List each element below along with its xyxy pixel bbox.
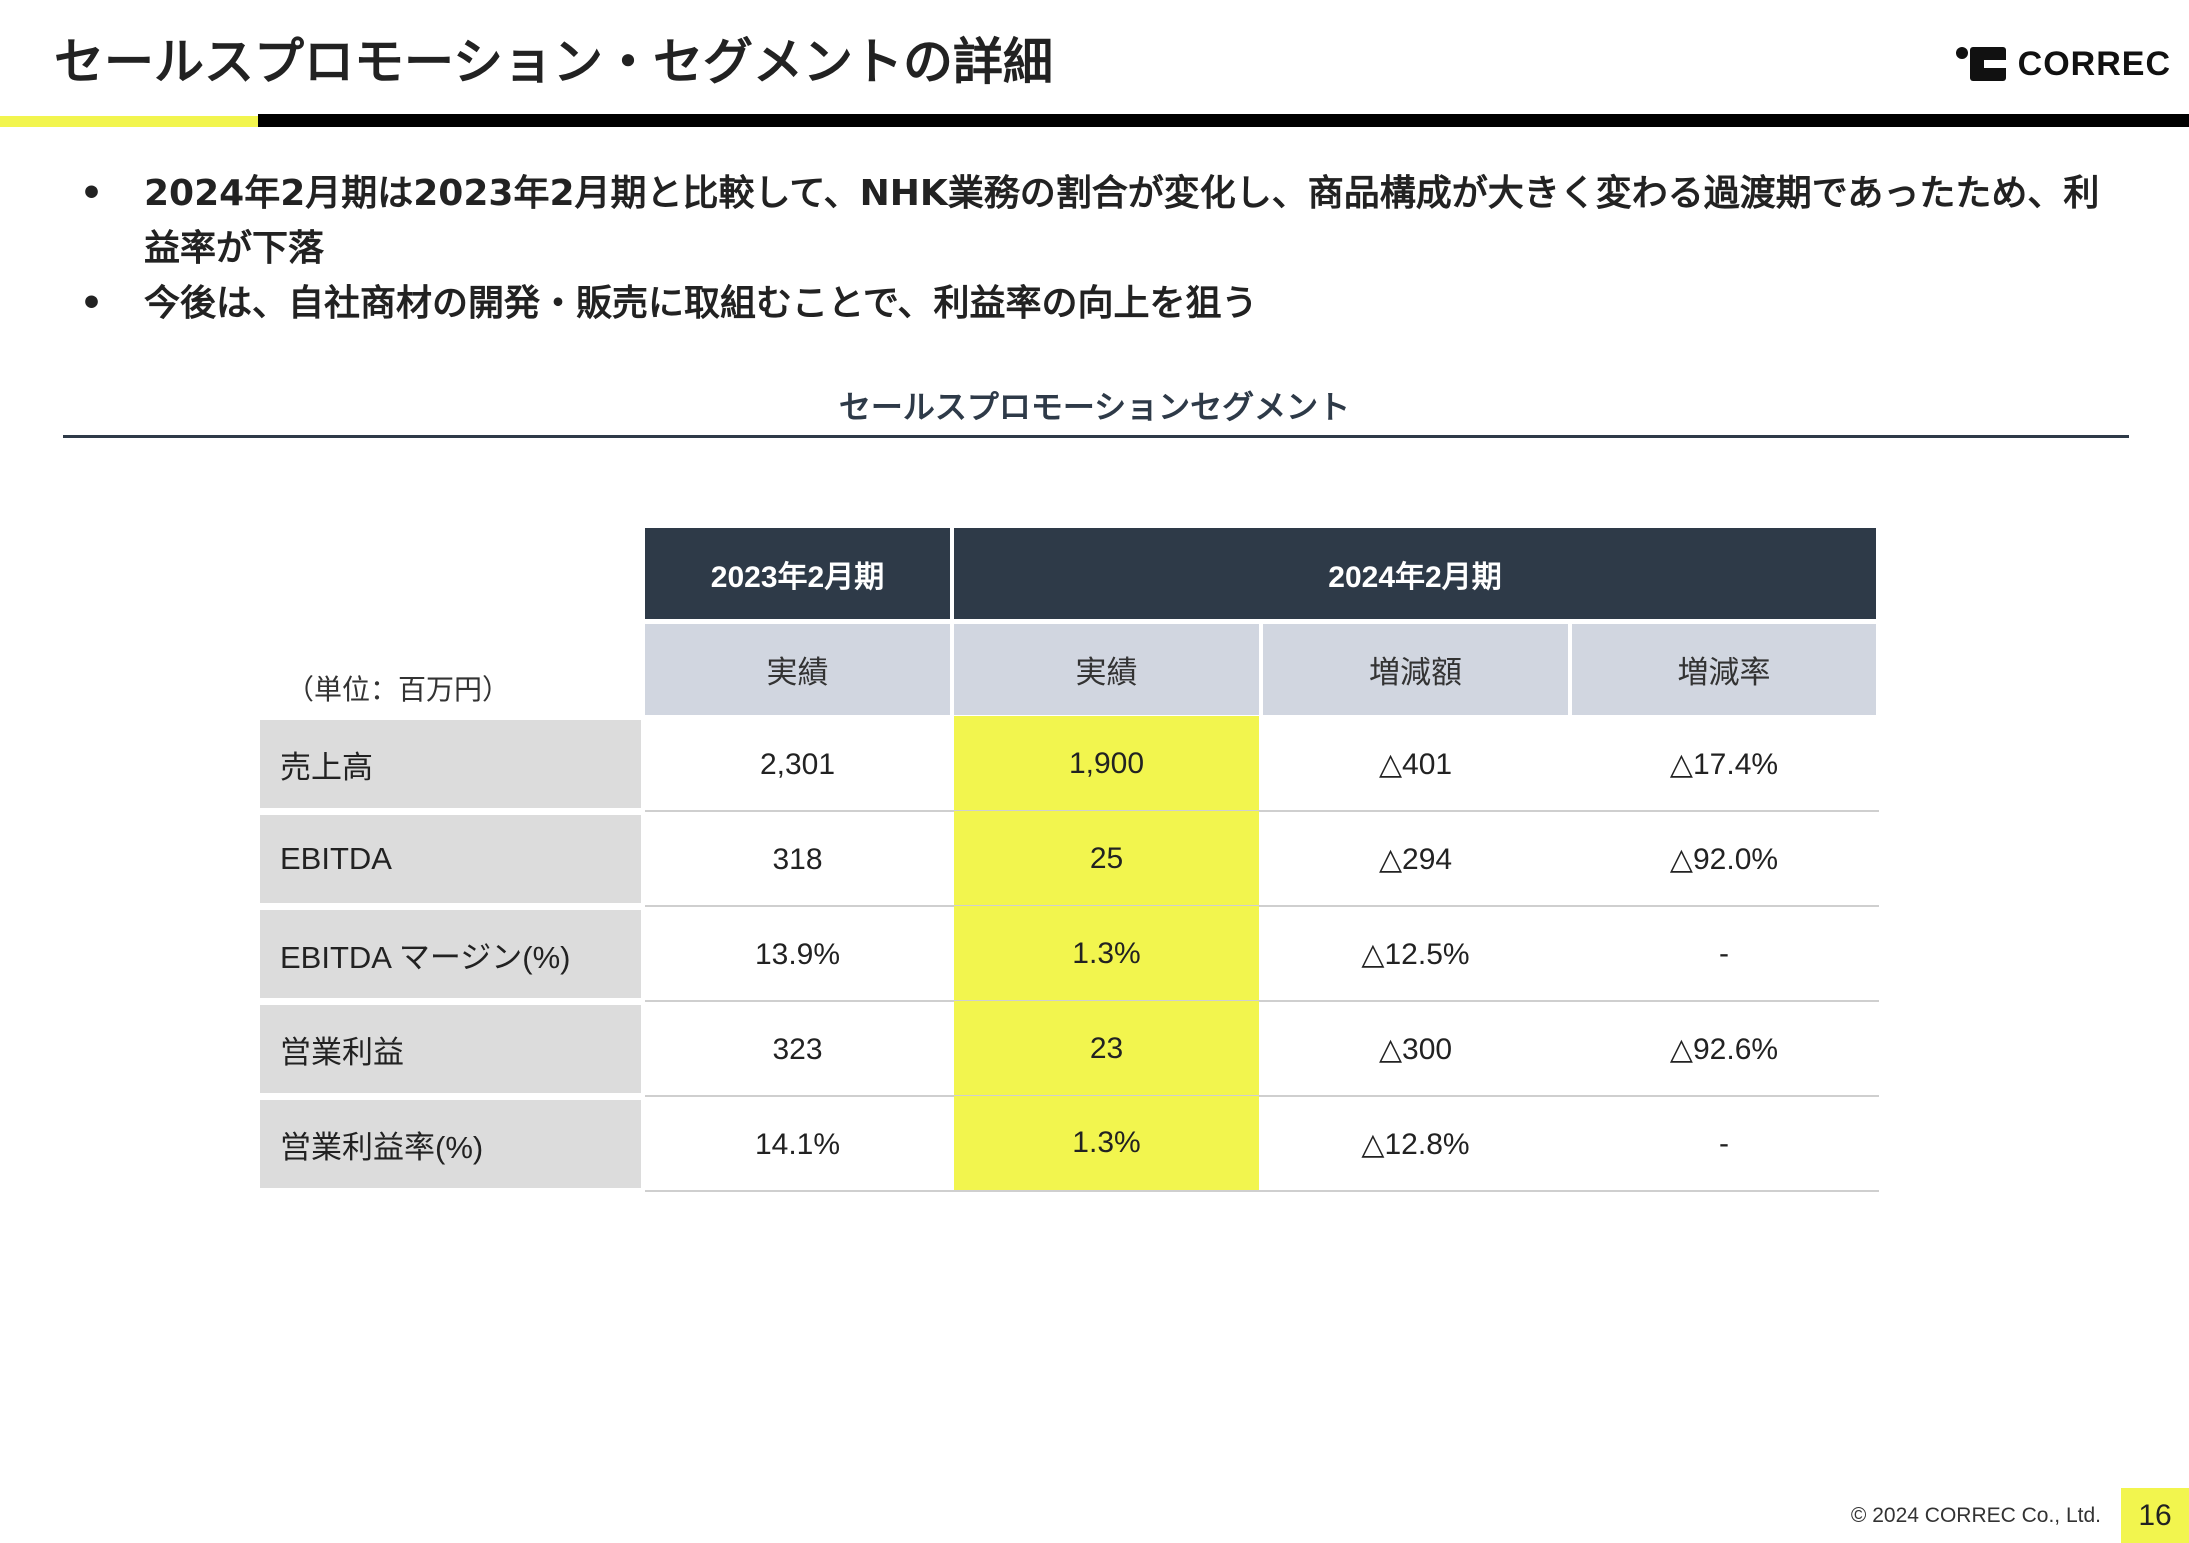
table-cell: - <box>1719 1127 1729 1160</box>
unit-label: （単位：百万円） <box>286 673 511 706</box>
table-cell: 13.9% <box>754 938 841 971</box>
title-underline <box>258 114 2189 127</box>
column-header-change-rate: 増減率 <box>1572 624 1876 715</box>
row-divider <box>645 1190 1879 1192</box>
page-number: 16 <box>2121 1488 2189 1543</box>
table-cell: △92.6% <box>1669 1032 1779 1066</box>
row-divider <box>645 1095 1879 1097</box>
table-cell: △300 <box>1378 1032 1453 1066</box>
column-header-actual-2023: 実績 <box>645 624 950 715</box>
title-accent-bar <box>0 116 258 127</box>
correc-logo-icon <box>1955 47 2006 81</box>
row-divider <box>645 1000 1879 1002</box>
table-cell-highlight: 25 <box>954 811 1259 906</box>
table-cell-highlight: 1,900 <box>954 716 1259 811</box>
page-title: セールスプロモーション・セグメントの詳細 <box>54 33 1053 91</box>
table-cell-highlight: 1.3% <box>954 906 1259 1001</box>
table-cell: △12.8% <box>1361 1127 1470 1161</box>
row-divider <box>645 905 1879 907</box>
bullet-marker: • <box>80 173 104 214</box>
period-header-2023: 2023年2月期 <box>645 528 950 619</box>
bullet-item: • 今後は、自社商材の開発・販売に取組むことで、利益率の向上を狙う <box>74 276 2114 331</box>
table-cell: 2,301 <box>759 748 836 781</box>
table-cell-highlight: 1.3% <box>954 1096 1259 1190</box>
row-label-operating-margin: 営業利益率(%) <box>260 1100 641 1188</box>
table-cell: 14.1% <box>754 1128 841 1161</box>
section-divider <box>63 435 2129 438</box>
column-header-change-amount: 増減額 <box>1263 624 1568 715</box>
column-header-actual-2024: 実績 <box>954 624 1259 715</box>
row-label-operating-profit: 営業利益 <box>260 1005 641 1093</box>
bullet-marker: • <box>80 283 104 324</box>
row-label-ebitda-margin: EBITDA マージン(%) <box>260 910 641 998</box>
row-label-revenue: 売上高 <box>260 720 641 808</box>
row-divider <box>645 810 1879 812</box>
table-cell: 323 <box>772 1033 823 1066</box>
logo-text: CORREC <box>2017 44 2171 83</box>
correc-logo: CORREC <box>1955 44 2171 84</box>
period-header-2024: 2024年2月期 <box>954 528 1876 619</box>
table-cell: - <box>1719 937 1729 970</box>
table-cell: △12.5% <box>1361 937 1470 971</box>
table-cell: 318 <box>772 843 823 876</box>
table-cell-highlight: 23 <box>954 1001 1259 1096</box>
table-cell: △294 <box>1378 842 1453 876</box>
table-cell: △92.0% <box>1669 842 1779 876</box>
bullet-item: • 2024年2月期は2023年2月期と比較して、NHK業務の割合が変化し、商品… <box>74 166 2114 276</box>
bullet-text: 今後は、自社商材の開発・販売に取組むことで、利益率の向上を狙う <box>144 283 1258 324</box>
table-cell: △17.4% <box>1669 747 1779 781</box>
row-label-ebitda: EBITDA <box>260 815 641 903</box>
bullet-list: • 2024年2月期は2023年2月期と比較して、NHK業務の割合が変化し、商品… <box>74 166 2114 331</box>
section-title: セールスプロモーションセグメント <box>838 388 1351 426</box>
bullet-text: 2024年2月期は2023年2月期と比較して、NHK業務の割合が変化し、商品構成… <box>144 173 2100 269</box>
copyright-text: © 2024 CORREC Co., Ltd. <box>1850 1504 2101 1527</box>
table-cell: △401 <box>1378 747 1453 781</box>
